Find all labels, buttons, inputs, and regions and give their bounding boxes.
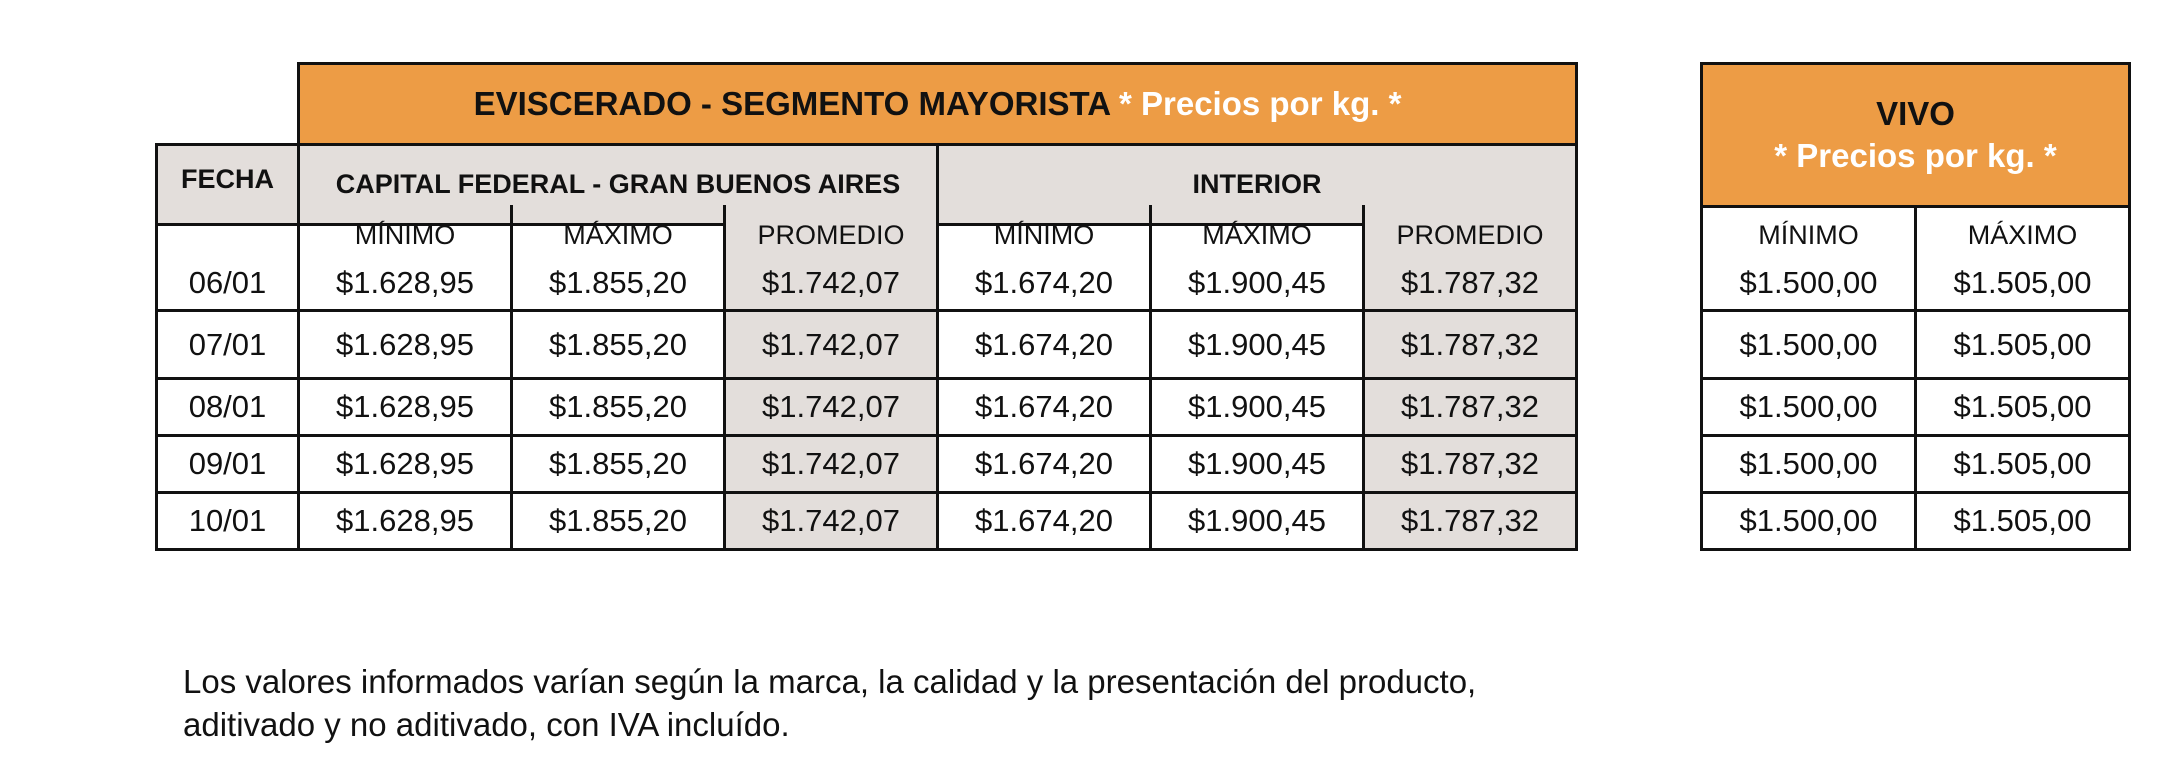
interior-max-cell: $1.900,45 <box>1149 434 1365 493</box>
fecha-cell: 09/01 <box>155 434 300 493</box>
fecha-label: FECHA <box>181 164 274 194</box>
interior-max-cell: $1.900,45 <box>1149 377 1365 436</box>
interior-min-cell: $1.674,20 <box>936 257 1152 311</box>
interior-min-cell: $1.674,20 <box>936 309 1152 379</box>
interior-min-cell: $1.674,20 <box>936 377 1152 436</box>
eviscerado-title-prefix: EVISCERADO - SEGMENTO MAYORISTA <box>473 85 1110 122</box>
vivo-column-label-row: MÍNIMO MÁXIMO <box>1700 205 2131 257</box>
footnote-line-2: aditivado y no aditivado, con IVA incluí… <box>183 706 790 743</box>
vivo-max-label: MÁXIMO <box>1914 205 2131 257</box>
vivo-max-cell: $1.505,00 <box>1914 491 2131 551</box>
interior-min-cell: $1.674,20 <box>936 434 1152 493</box>
interior-avg-cell: $1.787,32 <box>1362 257 1578 311</box>
interior-max-cell: $1.900,45 <box>1149 309 1365 379</box>
capital-max-cell: $1.855,20 <box>510 491 726 551</box>
capital-avg-label: PROMEDIO <box>723 205 939 257</box>
vivo-min-cell: $1.500,00 <box>1700 257 1917 311</box>
table-row: 09/01 $1.628,95 $1.855,20 $1.742,07 $1.674,2… <box>155 434 1578 493</box>
vivo-title-sub: * Precios por kg. * <box>1774 137 2057 174</box>
capital-avg-cell: $1.742,07 <box>723 377 939 436</box>
table-row: 06/01 $1.628,95 $1.855,20 $1.742,07 $1.674,2… <box>155 257 1578 311</box>
capital-max-cell: $1.855,20 <box>510 257 726 311</box>
table-row: $1.500,00 $1.505,00 <box>1700 257 2131 311</box>
table-row: 07/01 $1.628,95 $1.855,20 $1.742,07 $1.674,2… <box>155 309 1578 379</box>
fecha-cell: 06/01 <box>155 257 300 311</box>
capital-avg-cell: $1.742,07 <box>723 309 939 379</box>
capital-max-cell: $1.855,20 <box>510 377 726 436</box>
vivo-title: VIVO * Precios por kg. * <box>1700 62 2131 208</box>
vivo-max-cell: $1.505,00 <box>1914 257 2131 311</box>
interior-avg-cell: $1.787,32 <box>1362 491 1578 551</box>
fecha-cell: 07/01 <box>155 309 300 379</box>
interior-min-cell: $1.674,20 <box>936 491 1152 551</box>
table-row: $1.500,00 $1.505,00 <box>1700 309 2131 379</box>
vivo-min-cell: $1.500,00 <box>1700 309 1917 379</box>
capital-min-label: MÍNIMO <box>297 205 513 257</box>
interior-max-cell: $1.900,45 <box>1149 257 1365 311</box>
capital-avg-cell: $1.742,07 <box>723 491 939 551</box>
capital-min-cell: $1.628,95 <box>297 491 513 551</box>
capital-max-label: MÁXIMO <box>510 205 726 257</box>
vivo-body: MÍNIMO MÁXIMO $1.500,00 $1.505,00 $1.500,00 $… <box>1700 205 2131 551</box>
eviscerado-body: MÍNIMO MÁXIMO PROMEDIO MÍNIMO MÁXIMO PROMEDIO… <box>155 205 1578 551</box>
vivo-title-main: VIVO <box>1876 95 1955 132</box>
fecha-spacer <box>155 205 300 257</box>
vivo-price-table: VIVO * Precios por kg. * <box>1700 62 2131 208</box>
capital-avg-cell: $1.742,07 <box>723 434 939 493</box>
interior-avg-cell: $1.787,32 <box>1362 434 1578 493</box>
capital-min-cell: $1.628,95 <box>297 309 513 379</box>
vivo-min-cell: $1.500,00 <box>1700 491 1917 551</box>
table-row: $1.500,00 $1.505,00 <box>1700 491 2131 551</box>
table-row: $1.500,00 $1.505,00 <box>1700 377 2131 436</box>
fecha-cell: 10/01 <box>155 491 300 551</box>
table-row: 10/01 $1.628,95 $1.855,20 $1.742,07 $1.674,2… <box>155 491 1578 551</box>
capital-max-cell: $1.855,20 <box>510 434 726 493</box>
capital-avg-cell: $1.742,07 <box>723 257 939 311</box>
interior-avg-cell: $1.787,32 <box>1362 309 1578 379</box>
interior-avg-label: PROMEDIO <box>1362 205 1578 257</box>
footnote: Los valores informados varían según la m… <box>183 660 1583 746</box>
vivo-max-cell: $1.505,00 <box>1914 309 2131 379</box>
vivo-max-cell: $1.505,00 <box>1914 434 2131 493</box>
eviscerado-title-suffix: * Precios por kg. * <box>1118 85 1402 122</box>
interior-min-label: MÍNIMO <box>936 205 1152 257</box>
interior-max-cell: $1.900,45 <box>1149 491 1365 551</box>
interior-avg-cell: $1.787,32 <box>1362 377 1578 436</box>
vivo-min-label: MÍNIMO <box>1700 205 1917 257</box>
capital-min-cell: $1.628,95 <box>297 434 513 493</box>
footnote-line-1: Los valores informados varían según la m… <box>183 663 1477 700</box>
vivo-max-cell: $1.505,00 <box>1914 377 2131 436</box>
table-row: 08/01 $1.628,95 $1.855,20 $1.742,07 $1.674,2… <box>155 377 1578 436</box>
capital-min-cell: $1.628,95 <box>297 257 513 311</box>
interior-max-label: MÁXIMO <box>1149 205 1365 257</box>
eviscerado-price-table: EVISCERADO - SEGMENTO MAYORISTA * Precio… <box>155 62 1578 226</box>
fecha-cell: 08/01 <box>155 377 300 436</box>
empty-corner <box>157 64 299 145</box>
capital-min-cell: $1.628,95 <box>297 377 513 436</box>
column-label-row: MÍNIMO MÁXIMO PROMEDIO MÍNIMO MÁXIMO PROMEDIO <box>155 205 1578 257</box>
capital-max-cell: $1.855,20 <box>510 309 726 379</box>
vivo-min-cell: $1.500,00 <box>1700 434 1917 493</box>
vivo-min-cell: $1.500,00 <box>1700 377 1917 436</box>
table-row: $1.500,00 $1.505,00 <box>1700 434 2131 493</box>
eviscerado-title: EVISCERADO - SEGMENTO MAYORISTA * Precio… <box>297 62 1578 146</box>
